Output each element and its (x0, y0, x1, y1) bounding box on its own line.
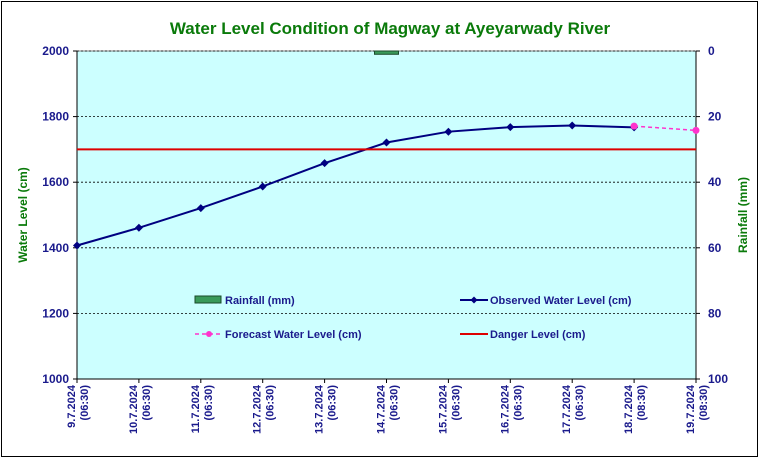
x-tick-label-line: (06:30) (79, 385, 91, 421)
y-tick-label: 1400 (42, 241, 69, 255)
y2-tick-label: 100 (708, 372, 728, 386)
x-tick-label-line: (06:30) (574, 385, 586, 421)
y-tick-label: 1000 (42, 372, 69, 386)
y-axis-label: Water Level (cm) (16, 167, 30, 263)
y2-tick-label: 0 (708, 44, 715, 58)
x-tick-label: 18.7.2024 (08:30) (623, 384, 648, 434)
x-tick-label-line: 12.7.2024 (252, 384, 264, 434)
x-tick-label: 16.7.2024 (06:30) (499, 384, 524, 434)
observed-point (444, 127, 453, 136)
legend-label: Observed Water Level (cm) (490, 295, 632, 307)
x-tick-label: 15.7.2024 (06:30) (437, 384, 462, 434)
x-tick-label-line: 9.7.2024 (66, 384, 78, 428)
x-tick-label: 17.7.2024 (06:30) (561, 384, 586, 434)
observed-point (320, 159, 329, 168)
x-tick-label-line: 11.7.2024 (190, 384, 202, 433)
x-tick-label-line: 15.7.2024 (437, 384, 449, 434)
x-tick-label-line: 16.7.2024 (499, 384, 511, 434)
x-tick-label: 19.7.2024 (08:30) (685, 384, 710, 434)
y2-tick-label: 20 (708, 110, 722, 124)
x-tick-label-line: (06:30) (389, 385, 401, 421)
observed-point (506, 123, 515, 132)
x-tick-label-line: (08:30) (636, 385, 648, 421)
observed-water-level-line (76, 124, 635, 247)
x-tick-label-line: 10.7.2024 (128, 384, 140, 434)
forecast-water-level-line (634, 125, 697, 132)
x-tick-label-line: (06:30) (450, 385, 462, 421)
x-axis: 9.7.2024 (06:30) 10.7.2024 (06:30) 11.7.2024… (66, 378, 710, 434)
x-tick-label-line: 13.7.2024 (314, 384, 326, 434)
y2-tick-label: 40 (708, 175, 722, 189)
legend-label: Forecast Water Level (cm) (225, 329, 362, 341)
x-tick-label-line: 17.7.2024 (561, 384, 573, 434)
legend-label: Danger Level (cm) (490, 329, 586, 341)
y-tick-label: 1800 (42, 110, 69, 124)
x-tick-label: 11.7.2024 (06:30) (190, 384, 215, 433)
legend-marker-forecast (206, 331, 212, 337)
x-tick-label: 14.7.2024 (06:30) (376, 384, 401, 434)
legend-swatch-rainfall (194, 295, 222, 304)
y-tick-label: 1600 (42, 175, 69, 189)
x-tick-label-line: (08:30) (698, 385, 710, 421)
forecast-point (630, 122, 638, 130)
plot-area (76, 50, 697, 380)
series-layer (73, 50, 700, 250)
y2-tick-label: 60 (708, 241, 722, 255)
x-tick-label-line: (06:30) (512, 385, 524, 421)
x-tick-label-line: (06:30) (265, 385, 277, 421)
observed-point (382, 138, 391, 147)
forecast-point (692, 126, 700, 134)
chart-title: Water Level Condition of Magway at Ayeya… (170, 19, 611, 38)
legend-label: Rainfall (mm) (225, 295, 295, 307)
rainfall-bar (374, 50, 399, 55)
x-tick-label: 10.7.2024 (06:30) (128, 384, 153, 434)
legend-marker-observed (470, 296, 478, 304)
left-axis: 1000 1200 1400 1600 1800 2000 (42, 44, 78, 386)
legend: Rainfall (mm) Observed Water Level (cm) Fo… (194, 295, 632, 341)
y2-axis-label: Rainfall (mm) (736, 177, 750, 253)
x-tick-label-line: (06:30) (141, 385, 153, 421)
observed-point (134, 223, 143, 232)
right-axis: 0 20 40 60 80 100 (695, 44, 728, 386)
observed-point (196, 204, 205, 213)
observed-point (73, 241, 81, 250)
y-tick-label: 1200 (42, 306, 69, 320)
x-tick-label-line: (06:30) (203, 385, 215, 421)
x-tick-label-line: (06:30) (327, 385, 339, 421)
observed-point (258, 182, 267, 191)
y-tick-label: 2000 (42, 44, 69, 58)
x-tick-label: 12.7.2024 (06:30) (252, 384, 277, 434)
x-tick-label-line: 19.7.2024 (685, 384, 697, 434)
y2-tick-label: 80 (708, 306, 722, 320)
x-tick-label-line: 14.7.2024 (376, 384, 388, 434)
x-tick-label-line: 18.7.2024 (623, 384, 635, 434)
x-tick-label: 9.7.2024 (06:30) (66, 384, 91, 428)
x-tick-label: 13.7.2024 (06:30) (314, 384, 339, 434)
observed-point (568, 121, 577, 130)
